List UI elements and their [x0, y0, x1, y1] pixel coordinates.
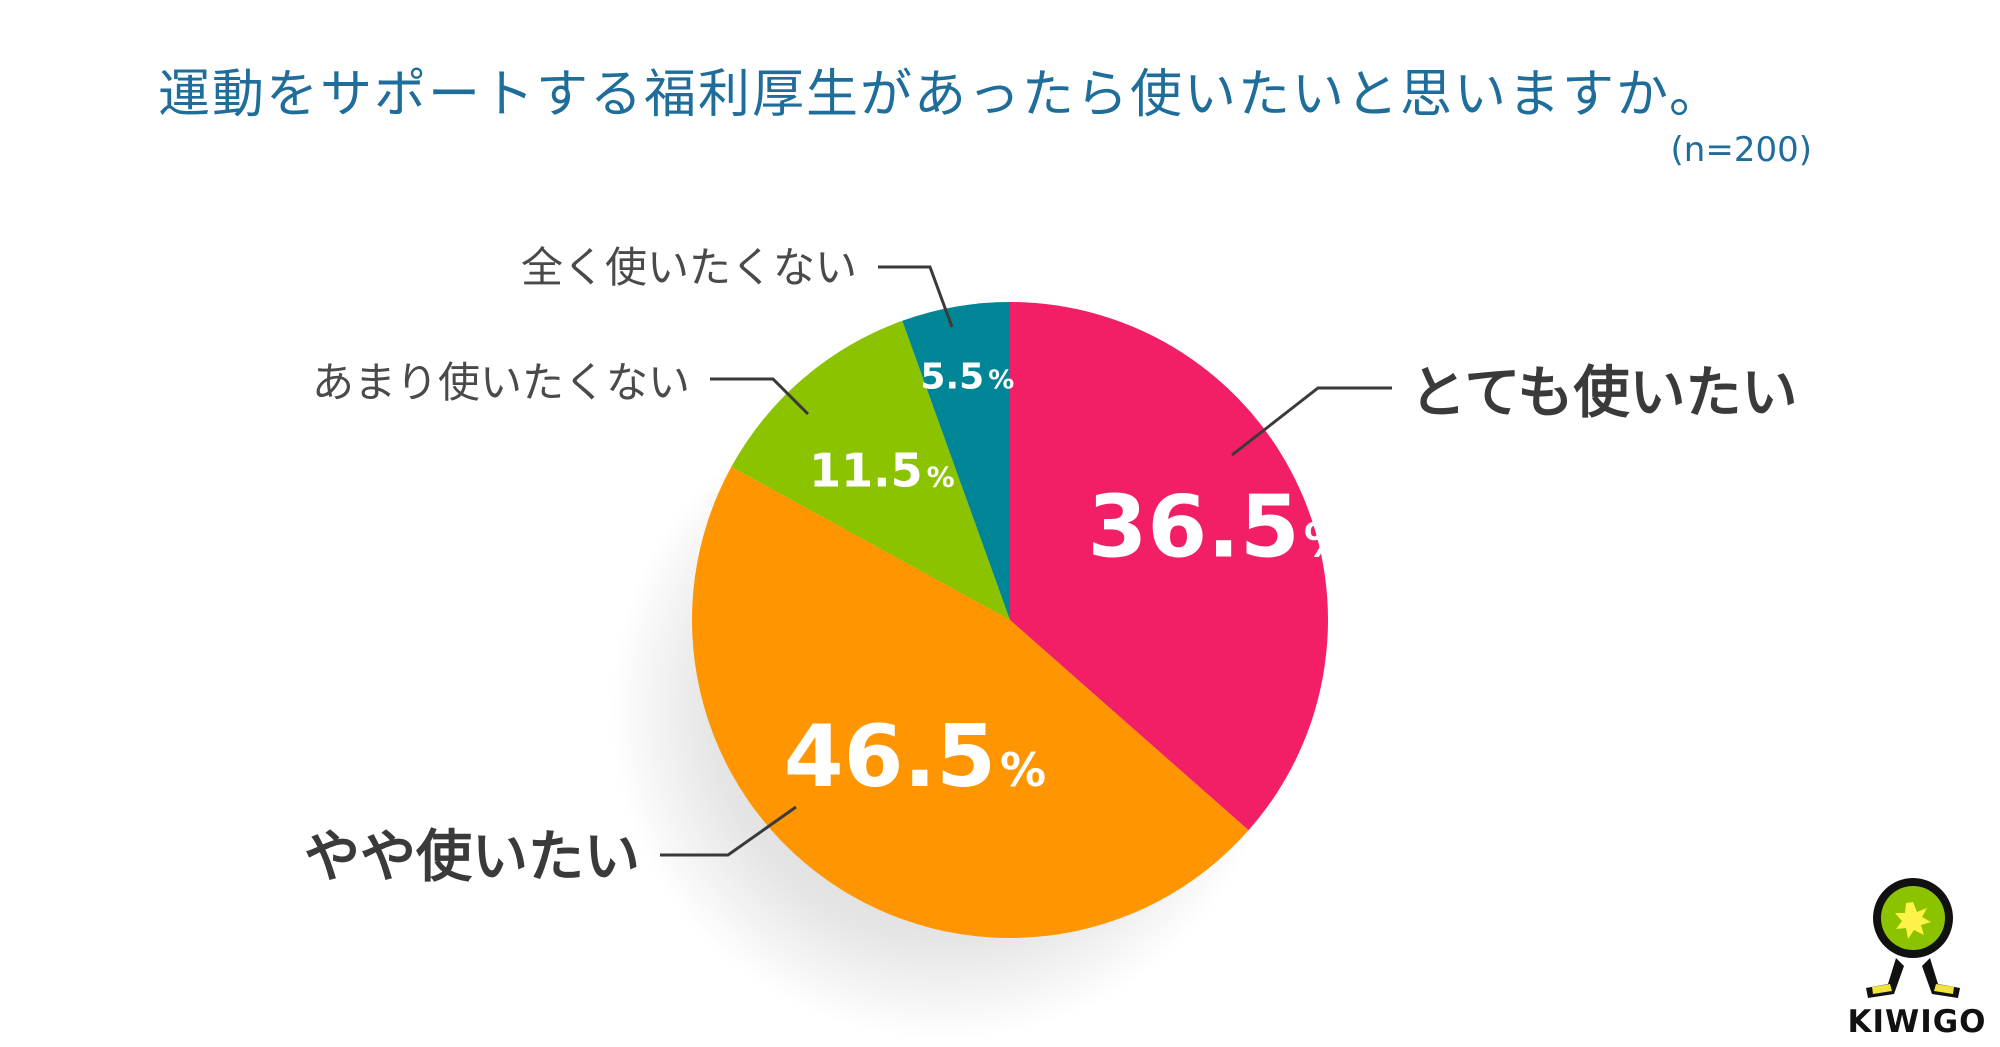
- percent-labels: 36.5% 46.5% 11.5 % 5.5%: [784, 357, 1350, 808]
- category-label-somewhat: やや使いたい: [304, 825, 640, 890]
- leader-line-very: [1231, 386, 1392, 457]
- percent-label-somewhat: 46.5%: [784, 707, 1046, 807]
- kiwigo-logo-icon: [1866, 878, 1960, 998]
- sample-size-note: (n=200): [1670, 130, 1812, 170]
- percent-label-not-at-all: 5.5%: [920, 357, 1014, 398]
- percent-label-very: 36.5%: [1088, 478, 1350, 578]
- leader-line-somewhat: [660, 805, 797, 857]
- pie-slice-not-much: [731, 320, 1010, 620]
- pie-slice-very: [1010, 302, 1328, 831]
- category-label-not-at-all: 全く使いたくない: [521, 243, 857, 292]
- pie-slice-somewhat: [692, 466, 1249, 938]
- pie-slices: [692, 302, 1328, 938]
- category-label-very: とても使いたい: [1410, 361, 1798, 426]
- logo-text: KIWIGO: [1847, 1004, 1987, 1040]
- leader-line-not-at-all: [878, 265, 954, 328]
- pie-slice-not-at-all: [902, 302, 1010, 620]
- category-label-not-much: あまり使いたくない: [312, 358, 690, 407]
- chart-title: 運動をサポートする福利厚生があったら使いたいと思いますか。: [158, 65, 1723, 125]
- percent-label-not-much: 11.5%: [809, 444, 955, 498]
- leader-lines: [660, 265, 1392, 857]
- leader-line-not-much: [710, 377, 810, 416]
